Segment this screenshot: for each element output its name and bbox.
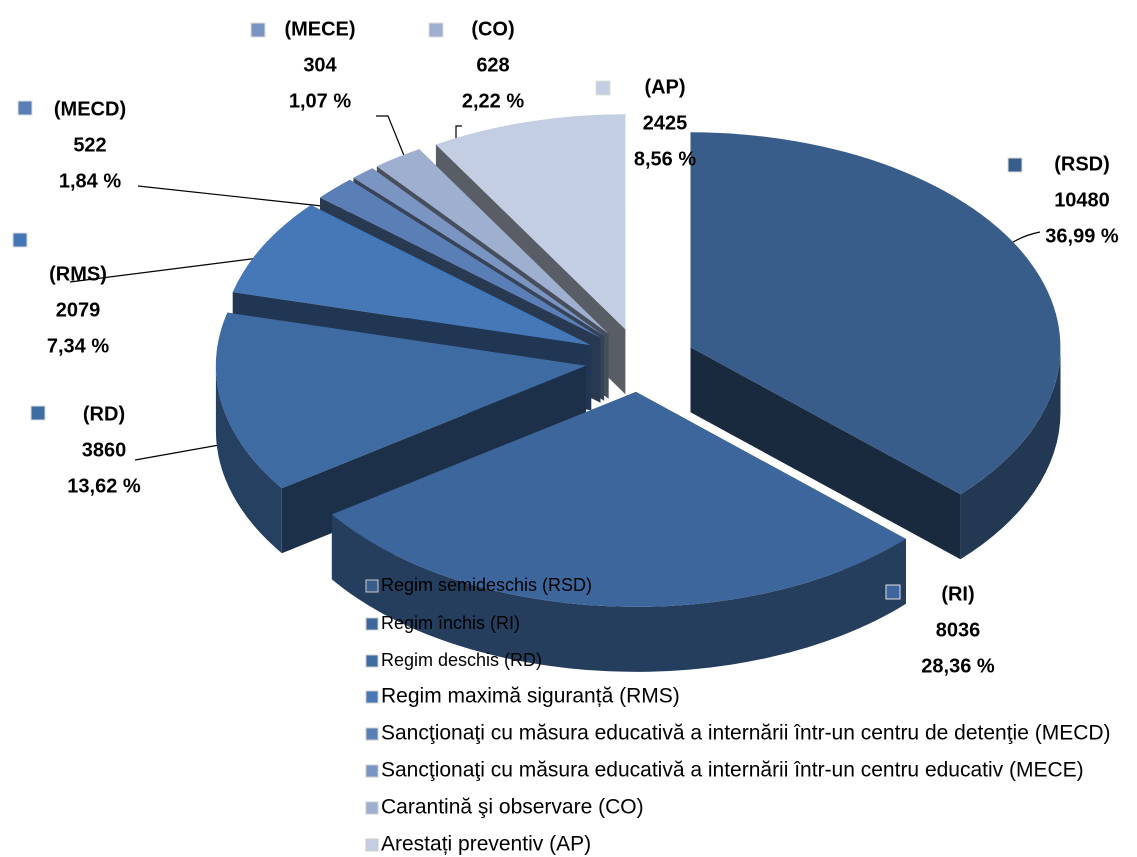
label-name: (MECE) <box>284 18 355 40</box>
legend-label: Sancţionaţi cu măsura educativă a intern… <box>381 722 1111 745</box>
label-key <box>17 100 33 116</box>
label-name: (MECD) <box>54 98 126 120</box>
label-value: 3860 <box>82 439 127 461</box>
slice <box>435 114 626 330</box>
label-value: 2425 <box>643 112 688 134</box>
label-percent: 8,56 % <box>634 148 696 170</box>
legend-key <box>365 764 379 778</box>
legend-label: Regim închis (RI) <box>381 613 520 633</box>
slice-wall <box>960 347 1061 560</box>
legend-key <box>365 579 379 593</box>
label-name: (CO) <box>471 18 514 40</box>
label-key <box>1007 157 1023 173</box>
legend-label: Carantină şi observare (CO) <box>381 796 644 819</box>
legend-key <box>365 801 379 815</box>
legend-key <box>365 690 379 704</box>
legend-key <box>365 617 379 631</box>
label-name: (RI) <box>941 583 974 605</box>
legend-key <box>365 838 379 852</box>
slice-wall <box>331 514 906 672</box>
slice <box>353 168 605 336</box>
slice <box>215 312 586 489</box>
slice-tops <box>215 114 1061 607</box>
slice <box>331 391 906 607</box>
slice <box>320 179 601 338</box>
label-key <box>428 22 444 38</box>
label-value: 522 <box>73 134 106 156</box>
label-name: (RD) <box>83 403 125 425</box>
label-key <box>595 80 611 96</box>
label-value: 304 <box>303 54 337 76</box>
label-value: 628 <box>476 54 509 76</box>
label-name: (AP) <box>644 76 685 98</box>
legend-key <box>365 727 379 741</box>
label-key <box>30 405 46 421</box>
slice <box>690 132 1061 495</box>
legend-label: Sancţionaţi cu măsura educativă a intern… <box>381 759 1084 782</box>
slice <box>232 205 592 346</box>
label-percent: 36,99 % <box>1045 225 1119 247</box>
legend-label: Regim deschis (RD) <box>381 650 542 670</box>
label-name: (RMS) <box>49 263 107 285</box>
slice <box>376 149 609 334</box>
label-value: 10480 <box>1054 189 1110 211</box>
label-percent: 13,62 % <box>67 475 141 497</box>
label-percent: 2,22 % <box>462 90 524 112</box>
label-key <box>885 584 901 600</box>
label-value: 2079 <box>56 299 101 321</box>
legend-label: Arestați preventiv (AP) <box>381 833 591 856</box>
data-labels: (RSD) 10480 36,99 % (RI) 8036 28,36 % (RD) 3860… <box>12 18 1119 677</box>
label-percent: 28,36 % <box>921 655 995 677</box>
legend-key <box>365 654 379 668</box>
label-percent: 7,34 % <box>47 335 109 357</box>
label-key <box>12 232 28 248</box>
label-value: 8036 <box>936 619 981 641</box>
legend-label: Regim maximă siguranță (RMS) <box>381 685 680 708</box>
legend: Regim semideschis (RSD) Regim închis (RI)… <box>365 575 1111 856</box>
slice-side <box>690 347 961 560</box>
label-percent: 1,84 % <box>59 170 121 192</box>
legend-label: Regim semideschis (RSD) <box>381 575 592 595</box>
label-name: (RSD) <box>1054 153 1110 175</box>
label-percent: 1,07 % <box>289 90 351 112</box>
label-key <box>250 22 266 38</box>
slice-wall <box>215 365 282 554</box>
